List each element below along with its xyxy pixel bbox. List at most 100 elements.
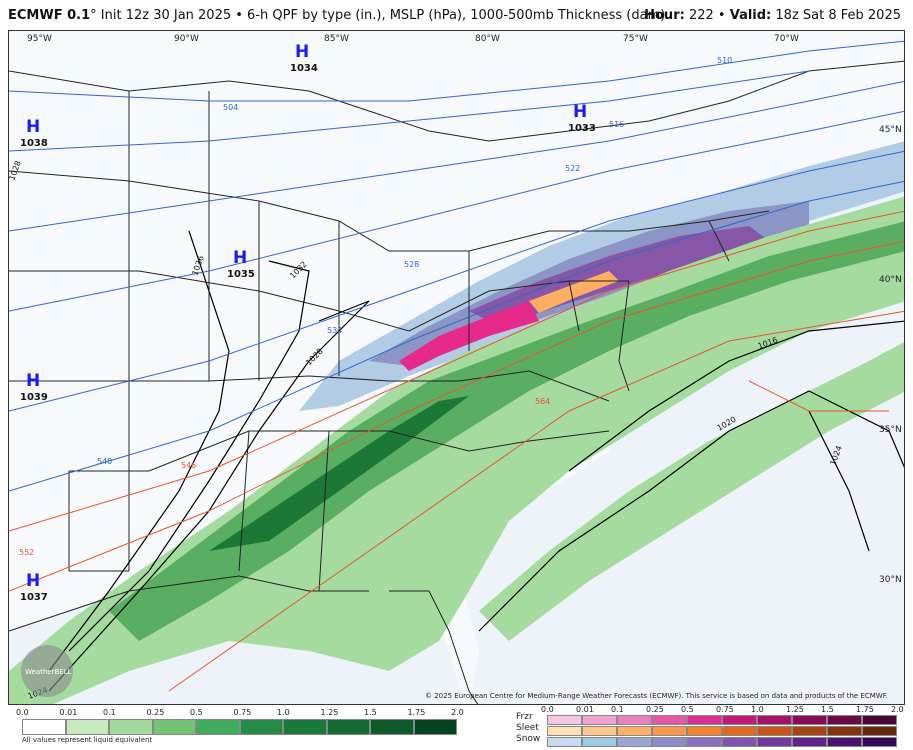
rain-tick: 0.0 xyxy=(16,708,29,717)
lon-label-80: 80°W xyxy=(475,34,500,44)
high-letter: H xyxy=(26,571,40,591)
frzr-swatch xyxy=(827,715,862,725)
ptype-tick: 0.01 xyxy=(576,705,594,714)
snow-swatch xyxy=(792,737,827,747)
high-pressure: 1033 xyxy=(568,123,596,134)
lat-label-45: 45°N xyxy=(879,125,902,135)
snow-swatch xyxy=(617,737,652,747)
high-letter: H xyxy=(233,248,247,268)
snow-swatch xyxy=(582,737,617,747)
lon-label-70: 70°W xyxy=(774,34,799,44)
lon-label-75: 75°W xyxy=(623,34,648,44)
ptype-label-snow: Snow xyxy=(516,734,541,744)
model-name: ECMWF 0.1 xyxy=(8,8,91,23)
rain-swatch xyxy=(283,719,327,735)
rain-tick: 1.25 xyxy=(320,708,339,717)
rain-swatch xyxy=(239,719,283,735)
isobars xyxy=(48,230,904,692)
frzr-swatch xyxy=(722,715,757,725)
weather-map: 95°W 90°W 85°W 80°W 75°W 70°W 45°N 40°N … xyxy=(8,30,905,705)
lat-label-30: 30°N xyxy=(879,575,902,585)
thickness-cold xyxy=(9,40,904,492)
ptype-label-sleet: Sleet xyxy=(516,723,539,733)
legend: 0.0 0.01 0.1 0.25 0.5 0.75 1.0 1.25 1.5 1.75 2.0 A… xyxy=(0,705,913,750)
snow-swatch xyxy=(652,737,687,747)
hour-label: Hour: xyxy=(644,8,685,23)
thickness-label: 540 xyxy=(97,457,112,466)
lon-label-90: 90°W xyxy=(174,34,199,44)
degree-symbol: ° xyxy=(90,8,97,23)
ptype-tick: 0.75 xyxy=(716,705,734,714)
hour-value: 222 xyxy=(688,8,714,23)
rain-tick: 0.75 xyxy=(233,708,252,717)
ptype-tick: 2.0 xyxy=(891,705,904,714)
rain-tick: 1.0 xyxy=(277,708,290,717)
rain-swatch xyxy=(65,719,109,735)
frzr-swatch xyxy=(757,715,792,725)
logo-text: WeatherBELL xyxy=(25,668,72,676)
legend-note: All values represent liquid equivalent xyxy=(22,736,153,744)
sleet-swatch xyxy=(547,726,582,736)
ptype-tick: 1.75 xyxy=(856,705,874,714)
thickness-label: 510 xyxy=(717,56,732,65)
high-pressure: 1037 xyxy=(20,592,48,603)
sleet-swatch xyxy=(617,726,652,736)
sleet-swatch xyxy=(862,726,897,736)
ptype-tick: 0.1 xyxy=(611,705,624,714)
thickness-label: 528 xyxy=(404,260,419,269)
ptype-tick: 0.25 xyxy=(646,705,664,714)
thickness-label: 504 xyxy=(223,103,238,112)
high-pressure: 1035 xyxy=(227,269,255,280)
ptype-tick: 1.25 xyxy=(786,705,804,714)
thickness-labels: 504 510 516 522 528 534 540 546 552 564 xyxy=(19,56,732,557)
ptype-label-frzr: Frzr xyxy=(516,712,533,722)
sleet-swatch xyxy=(582,726,617,736)
high-letter: H xyxy=(295,42,309,62)
high-pressure: 1038 xyxy=(20,138,48,149)
frzr-swatch xyxy=(792,715,827,725)
rain-offshore-band xyxy=(479,342,904,641)
rain-swatch xyxy=(152,719,196,735)
high-pressure: 1039 xyxy=(20,392,48,403)
forecast-hour: Hour: 222 • Valid: 18z Sat 8 Feb 2025 xyxy=(644,8,901,23)
rain-tick: 1.5 xyxy=(364,708,377,717)
ptype-tick: 0.0 xyxy=(541,705,554,714)
frzr-swatch xyxy=(687,715,722,725)
title-description: Init 12z 30 Jan 2025 • 6-h QPF by type (… xyxy=(100,8,666,23)
thickness-label: 564 xyxy=(535,397,550,406)
frzr-swatch xyxy=(862,715,897,725)
sleet-swatch xyxy=(687,726,722,736)
rain-tick: 0.5 xyxy=(190,708,203,717)
valid-value: 18z Sat 8 Feb 2025 xyxy=(775,8,901,23)
rain-swatch xyxy=(109,719,153,735)
rain-tick: 2.0 xyxy=(451,708,464,717)
rain-tick: 0.25 xyxy=(146,708,165,717)
lon-label-95: 95°W xyxy=(27,34,52,44)
thickness-label: 546 xyxy=(181,461,196,470)
lon-label-85: 85°W xyxy=(324,34,349,44)
header: ECMWF 0.1° Init 12z 30 Jan 2025 • 6-h QP… xyxy=(0,0,913,30)
sleet-swatch xyxy=(652,726,687,736)
snow-swatch xyxy=(687,737,722,747)
snow-swatch xyxy=(722,737,757,747)
frzr-swatch xyxy=(617,715,652,725)
coordinate-labels: 95°W 90°W 85°W 80°W 75°W 70°W 45°N 40°N … xyxy=(27,34,902,585)
rain-tick: 0.1 xyxy=(103,708,116,717)
rain-mid-band xyxy=(109,221,904,641)
sleet-swatch xyxy=(827,726,862,736)
rain-swatch xyxy=(370,719,414,735)
rain-swatch xyxy=(196,719,240,735)
ptype-tick: 0.5 xyxy=(681,705,694,714)
snow-swatch xyxy=(827,737,862,747)
lat-label-35: 35°N xyxy=(879,425,902,435)
high-letter: H xyxy=(26,117,40,137)
high-pressure-centers: H 1034 H 1038 H 1033 H 1035 H 1039 H 103… xyxy=(20,42,596,603)
thickness-warm xyxy=(9,210,904,692)
frzr-swatch xyxy=(582,715,617,725)
frzr-swatch xyxy=(652,715,687,725)
map-title: ECMWF 0.1° Init 12z 30 Jan 2025 • 6-h QP… xyxy=(8,8,665,23)
snow-swatch xyxy=(757,737,792,747)
frzr-swatch xyxy=(547,715,582,725)
sleet-swatch xyxy=(792,726,827,736)
lat-label-40: 40°N xyxy=(879,275,902,285)
